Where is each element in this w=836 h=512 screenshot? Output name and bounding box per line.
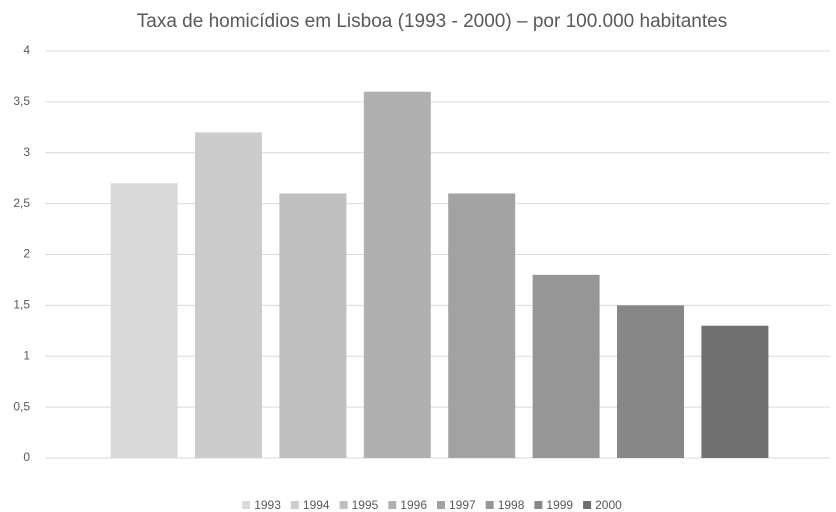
y-tick-label: 2 (23, 247, 30, 261)
legend-label: 1996 (400, 498, 427, 512)
legend-swatch (437, 501, 445, 509)
y-tick-label: 2,5 (13, 196, 30, 210)
y-tick-label: 1,5 (13, 298, 30, 312)
y-tick-label: 1 (23, 348, 30, 362)
y-tick-label: 4 (23, 43, 30, 57)
legend-swatch (242, 501, 251, 509)
legend-swatch (583, 501, 592, 509)
legend-label: 1999 (546, 498, 573, 512)
bar (110, 183, 178, 458)
legend-swatch (485, 501, 494, 509)
legend-label: 1994 (303, 498, 330, 512)
bar (448, 193, 516, 458)
legend-label: 1995 (352, 498, 379, 512)
legend-label: 2000 (595, 498, 622, 512)
bar (532, 274, 600, 458)
y-tick-label: 0,5 (13, 399, 30, 413)
legend-swatch (388, 501, 397, 509)
bar (701, 325, 769, 458)
legend-label: 1993 (254, 498, 281, 512)
legend-swatch (534, 501, 543, 509)
y-tick-label: 3,5 (13, 94, 30, 108)
bar (617, 305, 684, 458)
legend-swatch (290, 501, 299, 509)
bar (363, 91, 431, 458)
bar (279, 193, 347, 458)
legend-swatch (339, 501, 348, 509)
legend-label: 1998 (498, 498, 525, 512)
y-tick-label: 3 (23, 145, 30, 159)
y-tick-label: 0 (23, 450, 30, 464)
chart-title: Taxa de homicídios em Lisboa (1993 - 200… (137, 11, 727, 32)
legend-label: 1997 (449, 498, 476, 512)
bar (195, 132, 262, 458)
